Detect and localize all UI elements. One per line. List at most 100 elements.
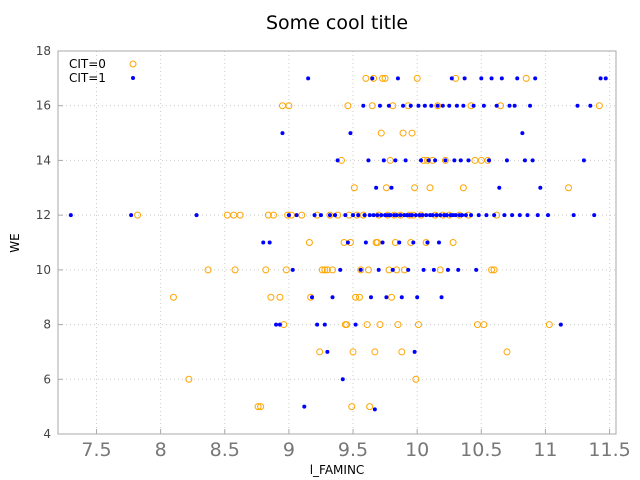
point-cit0 (373, 239, 381, 246)
point-cit1 (571, 213, 576, 218)
point-cit0 (414, 321, 422, 329)
point-cit1 (463, 213, 468, 218)
data-points (68, 74, 608, 412)
point-cit0 (434, 102, 442, 110)
point-cit1 (603, 76, 608, 81)
point-cit0 (386, 156, 394, 164)
point-cit1 (453, 213, 458, 218)
point-cit1 (530, 158, 535, 163)
point-cit0 (276, 293, 284, 301)
y-tick-label: 16 (36, 99, 51, 113)
point-cit1 (370, 76, 375, 81)
point-cit1 (267, 240, 272, 245)
point-cit0 (399, 129, 407, 137)
point-cit1 (440, 103, 445, 108)
point-cit0 (316, 348, 324, 356)
point-cit1 (466, 158, 471, 163)
point-cit1 (444, 213, 449, 218)
point-cit0 (377, 129, 385, 137)
x-axis: 7.5 8 8.5 9 9.5 10 10.5 11 11.5 (81, 429, 631, 461)
point-cit0 (305, 239, 313, 246)
point-cit1 (546, 213, 551, 218)
point-cit1 (460, 213, 465, 218)
point-cit1 (476, 213, 481, 218)
point-cit0 (257, 403, 265, 411)
point-cit1 (522, 158, 527, 163)
point-cit0 (282, 266, 290, 274)
point-cit1 (413, 213, 418, 218)
point-cit0 (344, 102, 352, 110)
point-cit1 (384, 295, 389, 300)
point-cit1 (588, 103, 593, 108)
point-cit0 (379, 74, 387, 82)
point-cit0 (376, 321, 384, 329)
point-cit1 (358, 267, 363, 272)
legend: CIT=0 CIT=1 (69, 57, 137, 85)
point-cit1 (376, 267, 381, 272)
point-cit1 (277, 322, 282, 327)
point-cit1 (533, 76, 538, 81)
point-cit1 (368, 295, 373, 300)
point-cit0 (348, 403, 356, 411)
point-cit1 (335, 158, 340, 163)
point-cit1 (327, 213, 332, 218)
point-cit1 (351, 213, 356, 218)
point-cit0 (355, 293, 363, 301)
legend-marker-cit1 (131, 76, 135, 80)
point-cit1 (361, 103, 366, 108)
point-cit0 (321, 266, 329, 274)
point-cit1 (398, 213, 403, 218)
point-cit1 (261, 240, 266, 245)
point-cit0 (329, 266, 337, 274)
point-cit1 (502, 213, 507, 218)
y-tick-label: 14 (36, 153, 51, 167)
point-cit1 (325, 349, 330, 354)
point-cit1 (68, 213, 73, 218)
point-cit1 (393, 158, 398, 163)
point-cit1 (507, 103, 512, 108)
point-cit0 (388, 293, 396, 301)
point-cit1 (129, 213, 134, 218)
point-cit0 (364, 266, 372, 274)
point-cit0 (270, 211, 278, 219)
point-cit0 (134, 211, 142, 219)
point-cit1 (510, 213, 515, 218)
y-tick-label: 18 (36, 44, 51, 58)
point-cit1 (408, 103, 413, 108)
point-cit1 (558, 322, 563, 327)
point-cit1 (371, 213, 376, 218)
point-cit0 (323, 266, 331, 274)
point-cit1 (581, 158, 586, 163)
point-cit1 (403, 158, 408, 163)
point-cit1 (528, 103, 533, 108)
point-cit1 (458, 158, 463, 163)
point-cit1 (377, 103, 382, 108)
point-cit1 (194, 213, 199, 218)
point-cit1 (525, 213, 530, 218)
point-cit1 (452, 158, 457, 163)
point-cit1 (515, 76, 520, 81)
point-cit1 (439, 295, 444, 300)
point-cit1 (434, 213, 439, 218)
point-cit1 (380, 240, 385, 245)
point-cit1 (430, 213, 435, 218)
point-cit0 (545, 321, 553, 329)
point-cit1 (419, 158, 424, 163)
point-cit1 (512, 103, 517, 108)
point-cit0 (436, 266, 444, 274)
point-cit0 (254, 403, 262, 411)
point-cit1 (499, 76, 504, 81)
point-cit1 (520, 131, 525, 136)
point-cit0 (565, 184, 573, 192)
point-cit0 (326, 211, 334, 219)
point-cit1 (375, 213, 380, 218)
point-cit0 (503, 348, 511, 356)
point-cit1 (372, 407, 377, 412)
point-cit1 (312, 213, 317, 218)
series-cit1 (68, 76, 608, 412)
point-cit0 (343, 321, 351, 329)
point-cit1 (374, 185, 379, 190)
point-cit1 (401, 103, 406, 108)
point-cit1 (389, 185, 394, 190)
point-cit0 (366, 403, 374, 411)
